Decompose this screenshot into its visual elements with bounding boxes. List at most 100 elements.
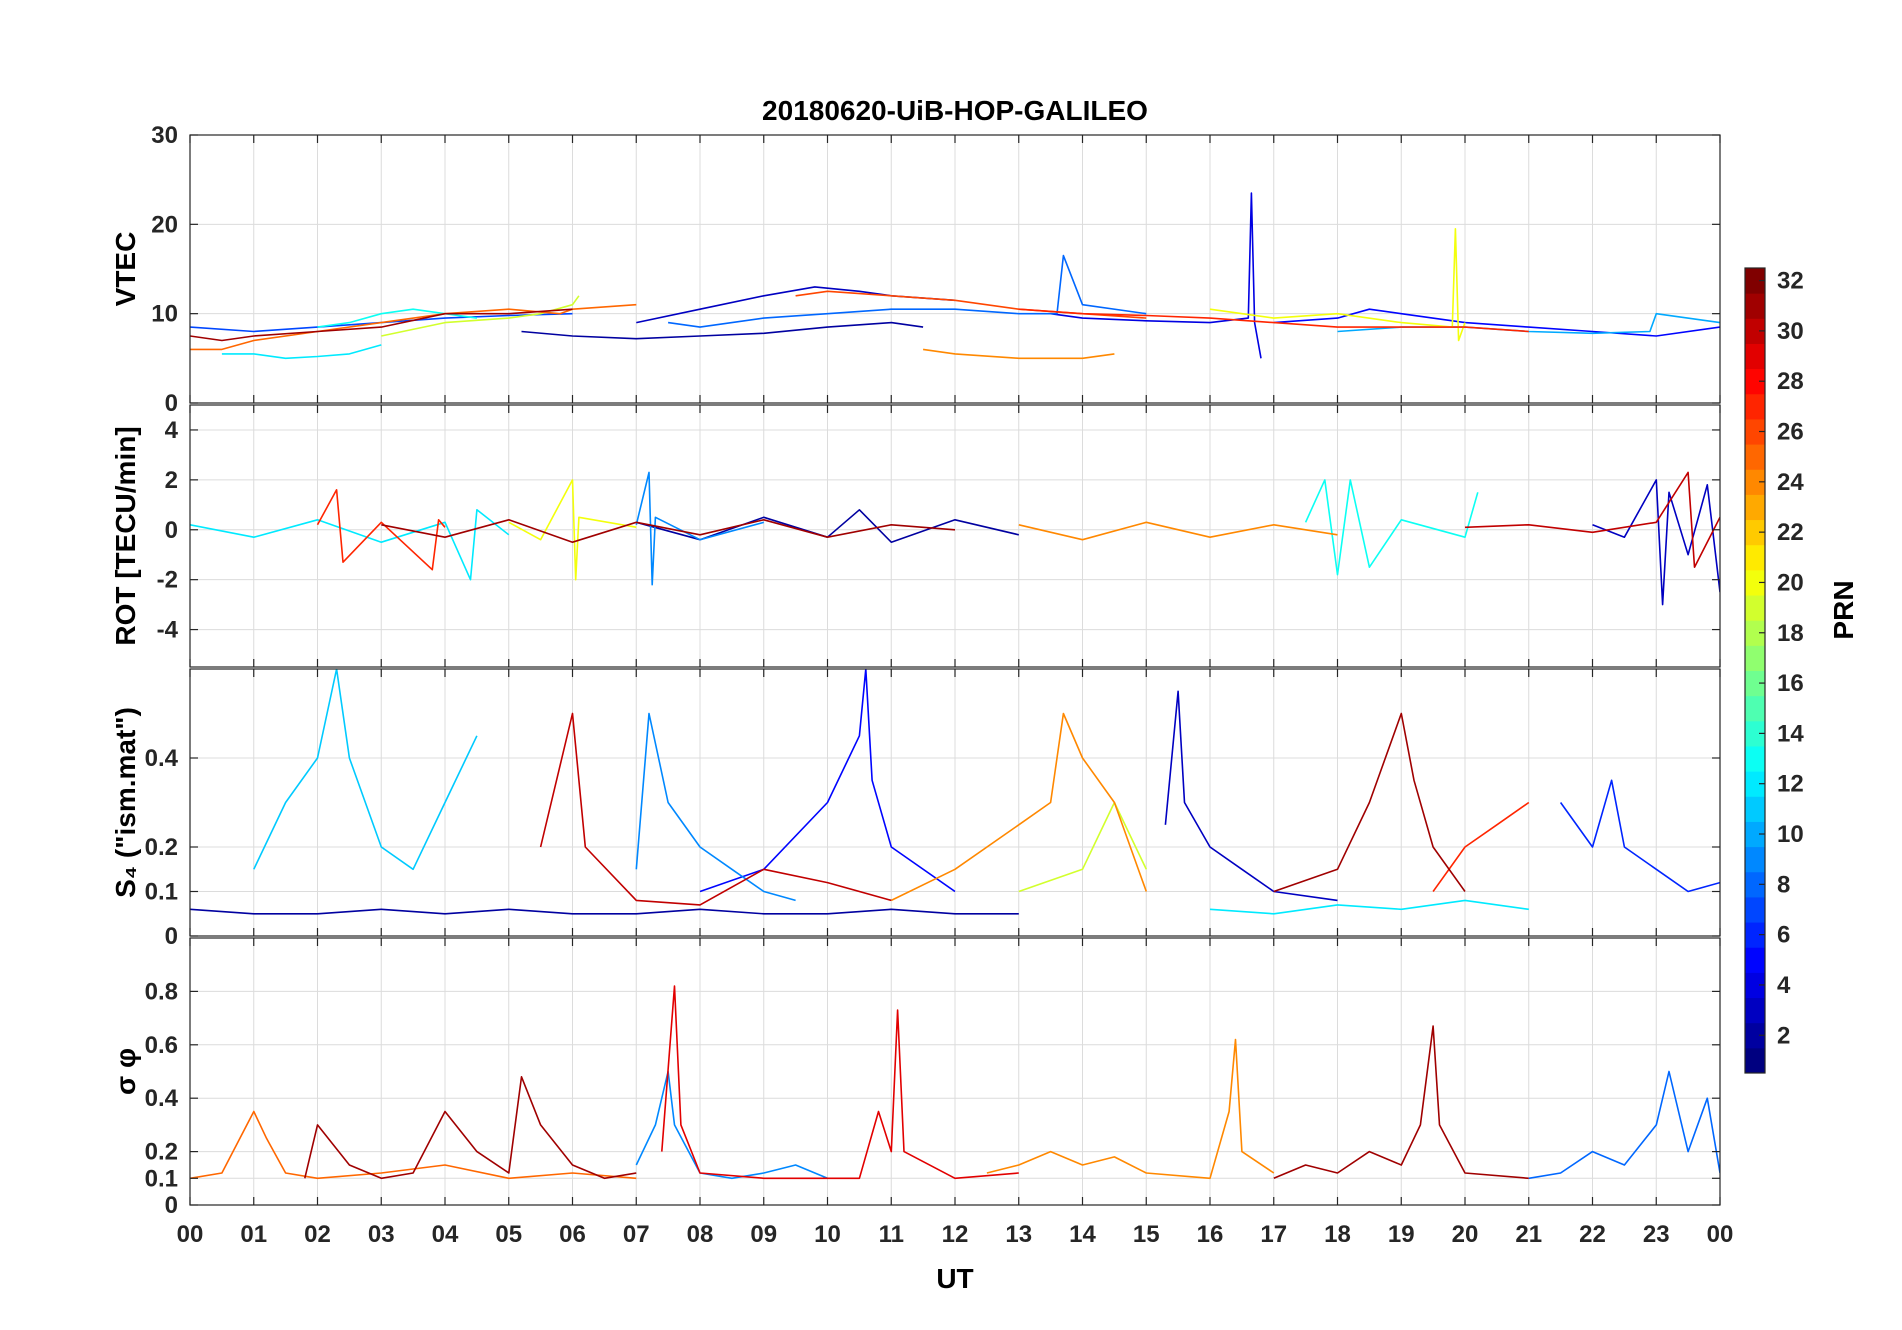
y-tick-label: 0.4 <box>145 745 179 772</box>
panel-s4-grid <box>189 669 1721 937</box>
colorbar-tick-label: 16 <box>1777 670 1804 697</box>
panel-s4-series <box>190 669 1720 915</box>
colorbar-segment <box>1745 745 1765 772</box>
series-prn-9 <box>635 712 796 902</box>
series-prn-27 <box>1018 308 1529 333</box>
x-tick-label: 05 <box>495 1221 522 1248</box>
x-tick-label: 18 <box>1324 1221 1351 1248</box>
colorbar-tick-label: 28 <box>1777 368 1804 395</box>
colorbar-segment <box>1745 972 1765 999</box>
x-tick-label: 04 <box>432 1221 459 1248</box>
colorbar-frame <box>1744 267 1766 1074</box>
y-tick-label: 0 <box>165 517 178 544</box>
series-prn-25 <box>190 303 637 351</box>
series-prn-2 <box>636 508 1019 544</box>
series-prn-9 <box>635 1070 828 1180</box>
y-axis-label: S₄ ("ism.mat") <box>110 707 141 898</box>
x-tick-label: 10 <box>814 1221 841 1248</box>
x-tick-label: 01 <box>240 1221 267 1248</box>
series-prn-29 <box>661 985 1019 1180</box>
y-tick-label: 4 <box>165 417 179 444</box>
colorbar-segment <box>1745 268 1765 294</box>
series-prn-31 <box>381 518 956 544</box>
colorbar-tick-label: 14 <box>1777 720 1804 747</box>
series-prn-12 <box>1209 899 1529 915</box>
colorbar-segment <box>1745 821 1765 848</box>
colorbar-segment <box>1745 469 1765 495</box>
panel-rot-series <box>190 471 1720 606</box>
colorbar-segment <box>1745 947 1765 973</box>
x-tick-label: 22 <box>1579 1221 1606 1248</box>
series-prn-2 <box>521 321 924 340</box>
colorbar-segment <box>1745 896 1765 923</box>
panel-sigma: 00.10.2 0.4 0.6 0.8 σ φ <box>110 937 1721 1219</box>
series-prn-31 <box>190 308 573 342</box>
colorbar-segment <box>1745 1047 1765 1074</box>
x-tick-label: 15 <box>1133 1221 1160 1248</box>
y-tick-label: 0 <box>165 1192 178 1219</box>
colorbar-segment <box>1745 796 1765 822</box>
y-tick-label: 0.1 <box>145 1165 178 1192</box>
colorbar-segment <box>1745 846 1765 873</box>
y-tick-label: 0.1 <box>145 879 178 906</box>
colorbar-tick-label: 2 <box>1777 1022 1790 1049</box>
series-prn-24 <box>922 348 1115 360</box>
x-tick-label: 00 <box>1707 1221 1734 1248</box>
series-prn-3 <box>1164 690 1338 902</box>
x-tick-label: 23 <box>1643 1221 1670 1248</box>
panel-rot-grid <box>189 405 1721 667</box>
series-prn-20 <box>1209 228 1466 342</box>
colorbar-segment <box>1745 544 1765 571</box>
panel-s4: 0 0.1 0.2 0.4S₄ ("ism.mat") <box>110 668 1721 950</box>
colorbar-tick-label: 30 <box>1777 318 1804 345</box>
series-prn-3 <box>1592 479 1720 606</box>
y-tick-label: 0.2 <box>145 834 178 861</box>
colorbar-segment <box>1745 444 1765 470</box>
series-prn-19 <box>381 295 580 337</box>
colorbar-segment <box>1745 343 1765 370</box>
y-tick-label: 20 <box>151 211 178 238</box>
colorbar-tick-label: 32 <box>1777 268 1804 295</box>
x-tick-label: 13 <box>1005 1221 1032 1248</box>
series-prn-24 <box>986 1038 1275 1180</box>
panel-vtec: 0 10 20 30 VTEC <box>110 122 1721 417</box>
chart-title: 20180620-UiB-HOP-GALILEO <box>762 95 1148 126</box>
colorbar-segment <box>1745 393 1765 420</box>
colorbar-segment <box>1745 418 1765 445</box>
x-tick-label: 02 <box>304 1221 331 1248</box>
series-prn-24 <box>890 712 1148 902</box>
y-axis-label: σ φ <box>110 1048 141 1095</box>
y-tick-label: 10 <box>151 301 178 328</box>
x-axis-label: UT <box>936 1263 973 1294</box>
y-tick-label: 0.2 <box>145 1139 178 1166</box>
x-axis: 00 01 02 03 04 05 06 07 08 09 10 11 12 13 14 15 16 17 18 19… <box>177 1221 1734 1248</box>
series-prn-11 <box>253 669 478 871</box>
series-prn-8 <box>1528 1070 1720 1180</box>
x-tick-label: 00 <box>177 1221 204 1248</box>
panel-sigma-series <box>190 985 1720 1180</box>
colorbar-tick-label: 24 <box>1777 469 1804 496</box>
series-prn-20 <box>508 479 637 581</box>
colorbar-segment <box>1745 620 1765 646</box>
y-axis-label: ROT [TECU/min] <box>110 426 141 645</box>
colorbar-segment <box>1745 695 1765 722</box>
y-axis-label: VTEC <box>110 232 141 307</box>
x-tick-label: 20 <box>1452 1221 1479 1248</box>
series-prn-5 <box>699 669 956 893</box>
series-prn-31 <box>1273 712 1466 893</box>
series-prn-25 <box>190 1110 637 1180</box>
x-tick-label: 14 <box>1069 1221 1096 1248</box>
series-prn-12 <box>190 508 510 581</box>
series-prn-13 <box>1304 479 1479 576</box>
colorbar-segment <box>1745 368 1765 395</box>
colorbar-tick-label: 10 <box>1777 821 1804 848</box>
x-tick-label: 08 <box>687 1221 714 1248</box>
panel-sigma-grid <box>189 938 1721 1206</box>
colorbar-tick-label: 26 <box>1777 419 1804 446</box>
x-tick-label: 19 <box>1388 1221 1415 1248</box>
colorbar-segment <box>1745 720 1765 747</box>
series-prn-30 <box>539 712 892 906</box>
y-tick-label: 0.6 <box>145 1032 178 1059</box>
